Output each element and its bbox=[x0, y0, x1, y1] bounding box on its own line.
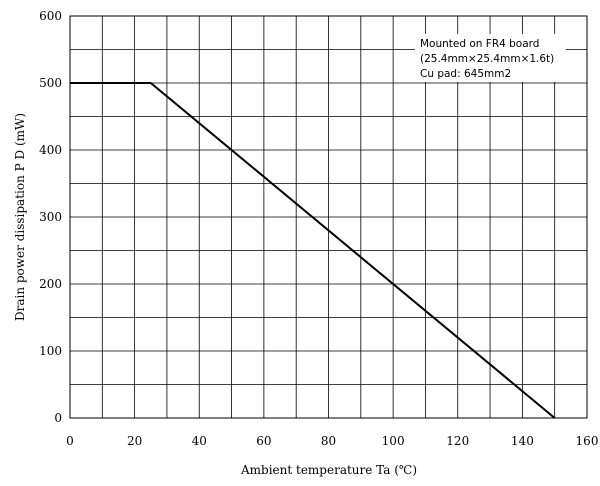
annotation-line-3: Cu pad: 645mm2 bbox=[420, 68, 511, 80]
x-tick-label: 160 bbox=[576, 434, 599, 448]
y-axis-ticks: 0 100 200 300 400 500 600 bbox=[39, 9, 62, 425]
x-axis-title: Ambient temperature Ta (℃) bbox=[240, 463, 417, 477]
plot-frame bbox=[69, 15, 588, 419]
y-tick-label: 600 bbox=[39, 9, 62, 23]
x-tick-label: 20 bbox=[127, 434, 142, 448]
series-layer bbox=[70, 82, 556, 419]
y-tick-label: 400 bbox=[39, 143, 62, 157]
y-axis-title: Drain power dissipation P D (mW) bbox=[13, 113, 27, 321]
grid bbox=[70, 16, 587, 418]
y-tick-label: 300 bbox=[39, 210, 62, 224]
x-tick-label: 80 bbox=[321, 434, 336, 448]
x-tick-label: 120 bbox=[446, 434, 469, 448]
y-tick-label: 200 bbox=[39, 277, 62, 291]
y-tick-label: 500 bbox=[39, 76, 62, 90]
y-tick-label: 100 bbox=[39, 344, 62, 358]
annotation-line-2: (25.4mm×25.4mm×1.6t) bbox=[420, 53, 554, 65]
series-line-0 bbox=[70, 82, 556, 419]
x-tick-label: 100 bbox=[382, 434, 405, 448]
x-tick-label: 60 bbox=[256, 434, 271, 448]
annotation-box: Mounted on FR4 board (25.4mm×25.4mm×1.6t… bbox=[415, 34, 566, 82]
annotation-line-1: Mounted on FR4 board bbox=[420, 38, 539, 50]
x-tick-label: 0 bbox=[66, 434, 74, 448]
x-tick-label: 40 bbox=[192, 434, 207, 448]
y-tick-label: 0 bbox=[54, 411, 62, 425]
x-tick-label: 140 bbox=[511, 434, 534, 448]
x-axis-ticks: 0 20 40 60 80 100 120 140 160 bbox=[66, 434, 598, 448]
